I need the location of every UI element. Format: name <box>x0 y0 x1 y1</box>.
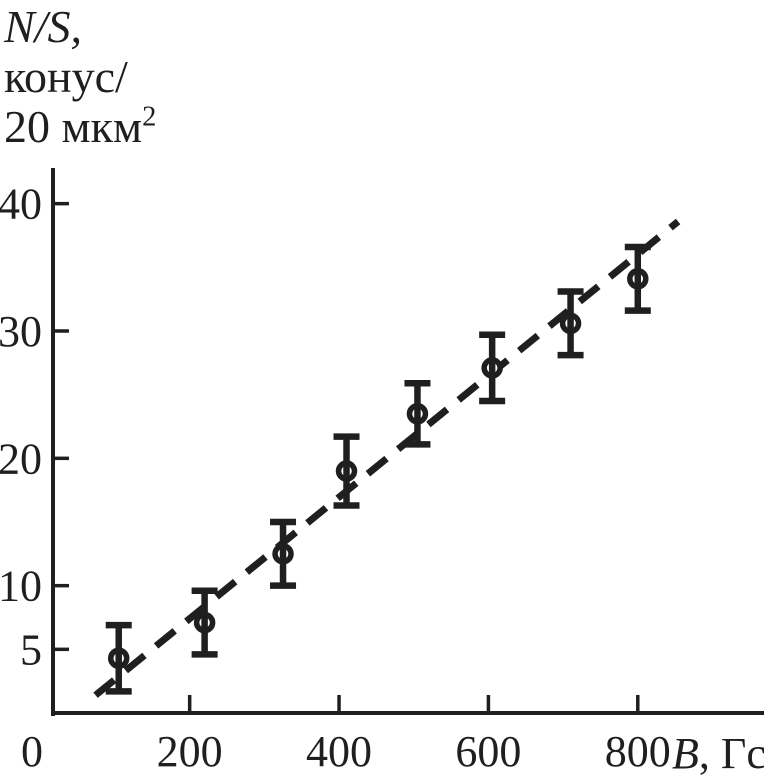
y-axis-title-line1: N/S, <box>4 1 82 52</box>
y-tick-label: 20 <box>0 434 42 483</box>
y-tick-label: 10 <box>0 562 42 611</box>
x-axis-title-units: , Гс <box>698 729 764 778</box>
superscript-2: 2 <box>142 101 157 133</box>
y-axis-title: N/S, конус/ 20 мкм2 <box>4 1 157 153</box>
y-axis-title-line3: 20 мкм2 <box>4 101 157 153</box>
y-tick-label: 30 <box>0 307 42 356</box>
x-axis-title-symbol: B <box>672 729 699 778</box>
x-tick-label: 800 <box>605 727 671 776</box>
y-tick-label: 5 <box>20 625 42 674</box>
trend-line <box>93 218 681 698</box>
y-tick-label: 40 <box>0 180 42 229</box>
x-origin-label: 0 <box>21 727 43 776</box>
x-tick-label: 400 <box>306 727 372 776</box>
x-tick-label: 200 <box>157 727 223 776</box>
x-axis-title: B, Гс <box>672 728 764 779</box>
y-axis-title-line2: конус/ <box>4 51 128 103</box>
x-tick-label: 600 <box>455 727 521 776</box>
